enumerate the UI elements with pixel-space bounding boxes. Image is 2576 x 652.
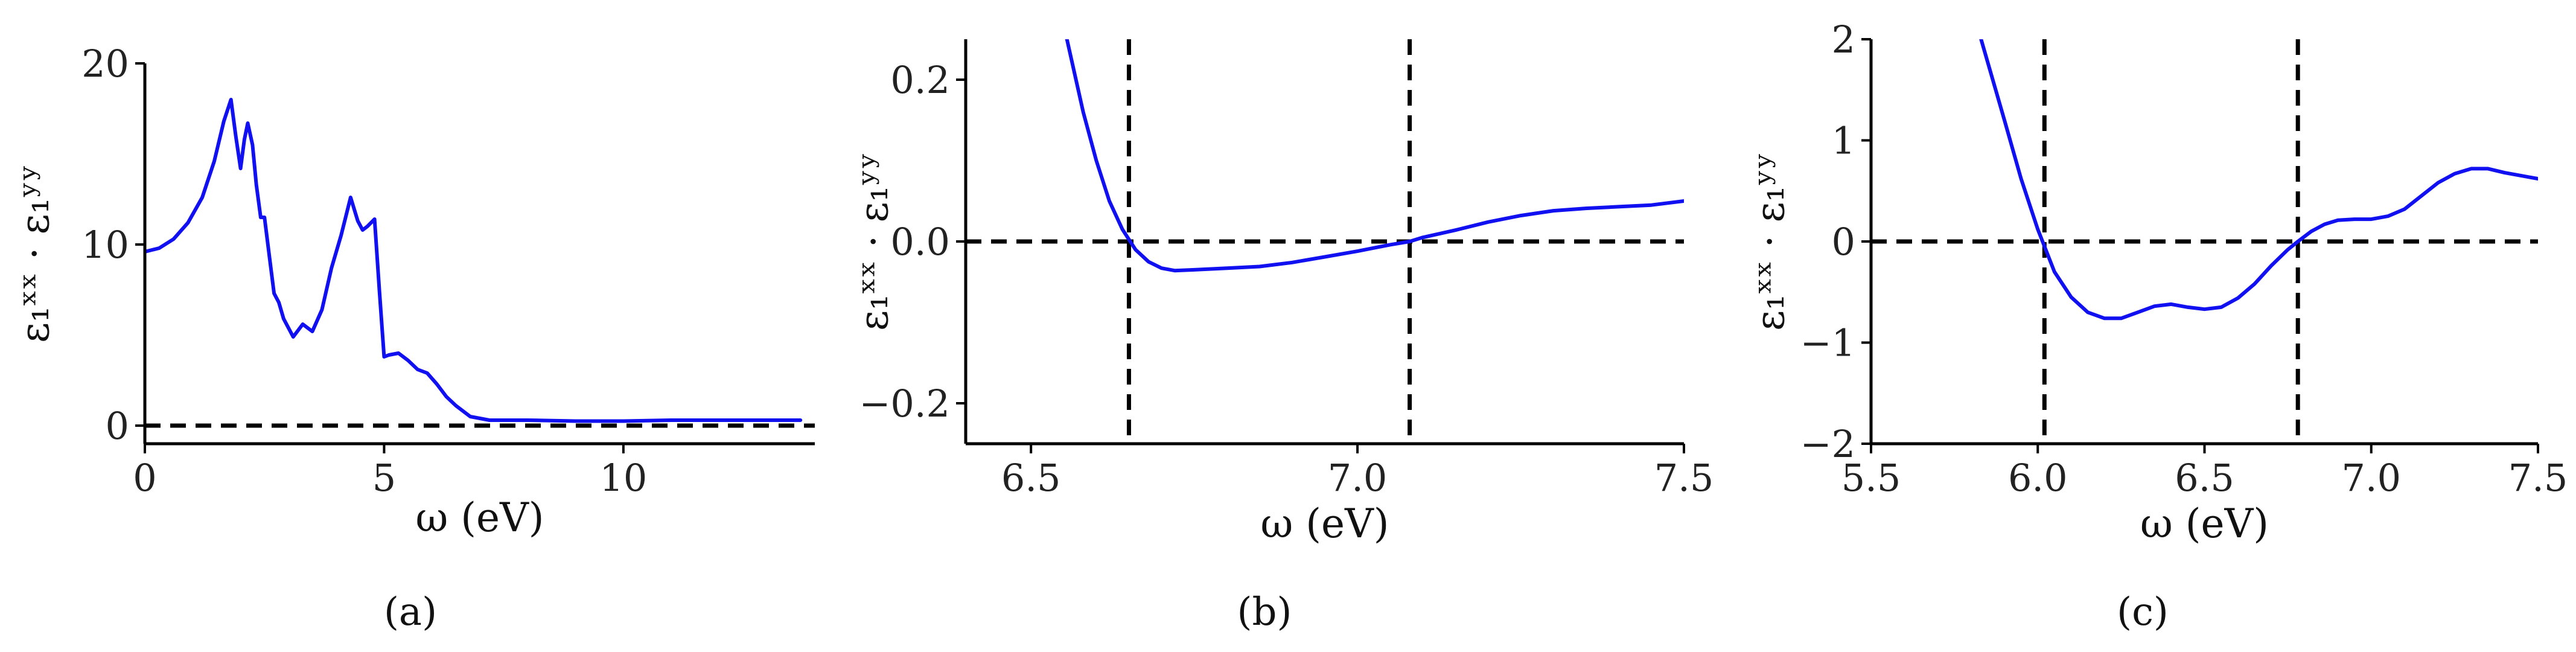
y-tick-label: 2	[1832, 18, 1855, 62]
x-tick-label: 0	[133, 456, 156, 500]
y-tick-label: 1	[1832, 119, 1855, 163]
x-tick-label: 7.0	[1328, 456, 1388, 500]
x-tick-label: 7.5	[2508, 456, 2568, 500]
x-tick-label: 6.5	[2175, 456, 2234, 500]
panel-c: 5.5 6.0 6.5 7.0 7.5 −2 −1 0 1 2 ω (eV) ε₁ˣˣ · ε₁ʸʸ (…	[1747, 18, 2568, 634]
y-tick-label: 10	[81, 223, 129, 267]
y-axis-label: ε₁ˣˣ · ε₁ʸʸ	[11, 164, 58, 343]
y-tick-label: −0.2	[859, 382, 950, 426]
x-tick-label: 6.5	[1001, 456, 1061, 500]
x-axis-label: ω (eV)	[415, 494, 544, 541]
y-tick-label: 0.0	[890, 220, 950, 264]
x-tick-label: 5.5	[1841, 456, 1901, 500]
data-curve	[1979, 39, 2538, 321]
x-tick-label: 6.0	[2008, 456, 2068, 500]
x-axis-label: ω (eV)	[1260, 500, 1389, 547]
x-axis-label: ω (eV)	[2140, 500, 2269, 547]
x-tick-label: 7.5	[1654, 456, 1714, 500]
data-curve	[145, 98, 803, 423]
y-tick-label: −2	[1800, 422, 1855, 466]
y-axis-label: ε₁ˣˣ · ε₁ʸʸ	[850, 152, 897, 331]
y-tick-label: 20	[81, 42, 129, 86]
x-tick-label: 10	[599, 456, 647, 500]
panel-label: (c)	[2117, 590, 2169, 634]
panel-b: 6.5 7.0 7.5 −0.2 0.0 0.2 ω (eV) ε₁ˣˣ · ε₁ʸʸ (b)	[850, 39, 1714, 634]
data-curve	[1065, 39, 1684, 273]
x-tick-label: 7.0	[2341, 456, 2401, 500]
x-tick-label: 5	[372, 456, 396, 500]
y-tick-label: 0.2	[890, 58, 950, 102]
y-tick-label: 0	[1832, 220, 1855, 264]
y-axis-label: ε₁ˣˣ · ε₁ʸʸ	[1747, 152, 1793, 331]
panel-label: (b)	[1237, 590, 1292, 634]
panel-a: 0 5 10 0 10 20 ω (eV) ε₁ˣˣ · ε₁ʸʸ (a)	[11, 42, 815, 634]
y-tick-label: −1	[1800, 321, 1855, 365]
panel-label: (a)	[384, 590, 437, 634]
y-tick-label: 0	[106, 404, 129, 448]
